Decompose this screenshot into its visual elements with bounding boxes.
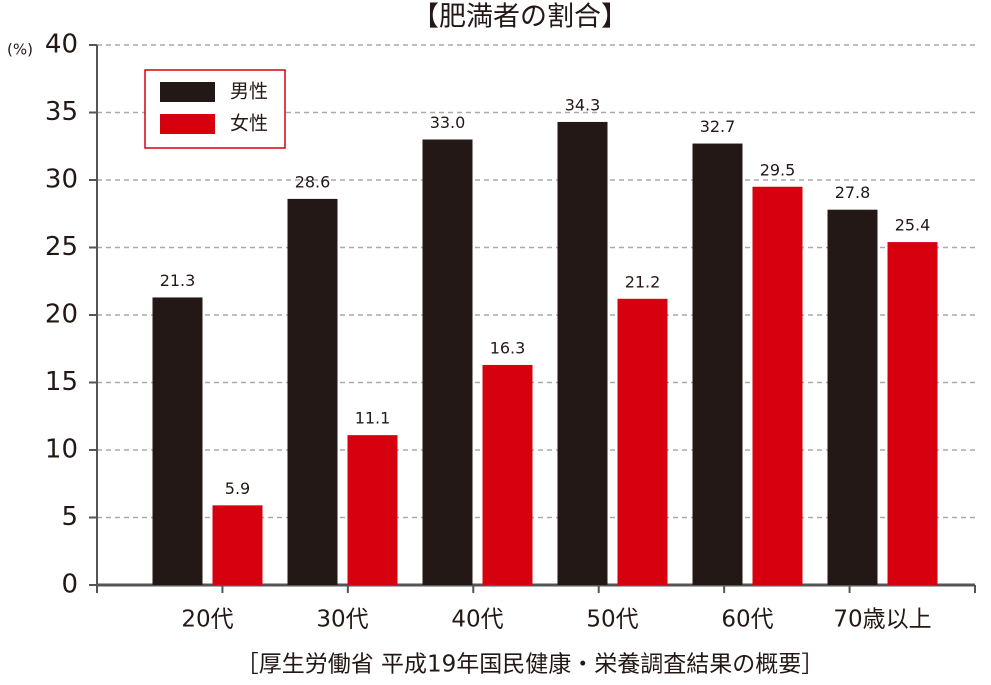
y-tick-label: 0	[61, 570, 78, 600]
value-label: 28.6	[295, 172, 331, 191]
value-label: 32.7	[700, 117, 736, 136]
bar	[557, 121, 608, 585]
value-label: 33.0	[430, 113, 466, 132]
legend-swatch	[160, 82, 215, 102]
bar	[287, 198, 338, 585]
value-label: 25.4	[895, 216, 931, 235]
y-tick-label: 30	[45, 165, 78, 195]
y-tick-label: 15	[45, 367, 78, 397]
x-tick-label: 70歳以上	[833, 607, 931, 633]
value-label: 27.8	[835, 183, 871, 202]
value-label: 21.3	[160, 271, 196, 290]
bar	[692, 143, 743, 586]
bar	[887, 242, 938, 585]
y-tick-label: 20	[45, 300, 78, 330]
y-axis-label: (%)	[7, 41, 33, 59]
value-label: 21.2	[625, 272, 661, 291]
x-tick-label: 30代	[316, 607, 368, 633]
value-label: 11.1	[355, 409, 391, 428]
x-tick-label: 50代	[586, 607, 638, 633]
x-tick-label: 20代	[181, 607, 233, 633]
value-label: 16.3	[490, 338, 526, 357]
y-tick-label: 10	[45, 435, 78, 465]
x-tick-label: 40代	[451, 607, 503, 633]
legend-label: 男性	[230, 81, 268, 103]
x-tick-label: 60代	[721, 607, 773, 633]
source-note: ［厚生労働省 平成19年国民健康・栄養調査結果の概要］	[236, 652, 825, 678]
bar	[617, 298, 668, 585]
bar	[212, 505, 263, 585]
y-tick-label: 25	[45, 232, 78, 262]
bar	[347, 435, 398, 585]
y-tick-label: 40	[45, 30, 78, 60]
bar	[827, 209, 878, 585]
bar	[422, 139, 473, 585]
y-tick-label: 35	[45, 97, 78, 127]
bar	[152, 297, 203, 585]
bar	[482, 364, 533, 585]
chart-title: 【肥満者の割合】	[412, 2, 628, 33]
legend-swatch	[160, 114, 215, 134]
legend-label: 女性	[230, 113, 268, 135]
value-label: 5.9	[225, 479, 250, 498]
value-label: 29.5	[760, 160, 796, 179]
bar	[752, 186, 803, 585]
value-label: 34.3	[565, 95, 601, 114]
y-tick-label: 5	[61, 502, 78, 532]
